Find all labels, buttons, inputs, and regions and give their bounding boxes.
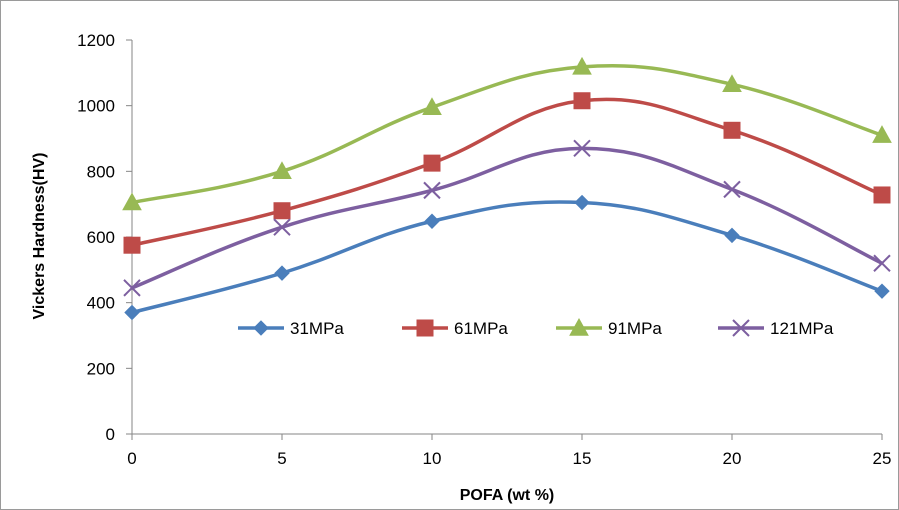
data-point [573, 139, 591, 158]
data-point [122, 192, 142, 211]
series-121MPa [123, 139, 891, 297]
data-point [274, 265, 290, 281]
legend-marker [732, 319, 750, 337]
data-point [574, 194, 590, 211]
x-axis-title: POFA (wt %) [460, 487, 555, 504]
data-point [873, 254, 891, 272]
legend-marker [569, 317, 589, 336]
y-tick-label: 200 [87, 359, 115, 378]
data-point [723, 180, 741, 199]
x-tick-label: 5 [277, 449, 286, 468]
data-point [573, 92, 591, 110]
series-line [131, 97, 883, 247]
data-point [124, 304, 140, 321]
y-tick-label: 1000 [77, 97, 115, 116]
x-tick-label: 10 [423, 449, 442, 468]
axes: 0 200 400 600 800 1000 1200 0 5 10 15 20 25 [77, 31, 891, 468]
series-line [131, 63, 883, 205]
series-91MPa [122, 56, 892, 211]
x-tick-label: 15 [573, 449, 592, 468]
legend-label: 31MPa [290, 319, 344, 338]
y-axis-title: Vickers Hardness(HV) [31, 153, 48, 320]
marker-stroke [423, 181, 441, 200]
legend-item: 31MPa [238, 319, 344, 338]
data-point [724, 227, 740, 244]
data-point [873, 186, 891, 204]
data-point [422, 97, 442, 116]
y-tick-label: 1200 [77, 31, 115, 50]
legend-marker [416, 319, 434, 337]
data-point [722, 74, 742, 93]
legend-label: 91MPa [608, 319, 662, 338]
y-tick-label: 800 [87, 162, 115, 181]
marker-stroke [732, 319, 750, 337]
marker-stroke [573, 139, 591, 158]
series-31MPa [124, 194, 890, 321]
legend-label: 61MPa [454, 319, 508, 338]
x-tick-label: 25 [873, 449, 892, 468]
legend: 31MPa 61MPa 91MPa 121MPa [238, 317, 834, 338]
data-point [723, 121, 741, 139]
legend-label: 121MPa [770, 319, 834, 338]
marker-stroke [873, 254, 891, 272]
marker-stroke [273, 218, 291, 236]
data-point [423, 154, 441, 172]
y-tick-label: 0 [106, 425, 115, 444]
data-point [273, 202, 291, 220]
x-tick-label: 0 [127, 449, 136, 468]
legend-marker [253, 320, 269, 336]
y-tick-label: 600 [87, 228, 115, 247]
data-point [872, 125, 892, 143]
data-point [874, 283, 890, 299]
series-61MPa [123, 92, 891, 254]
series-layer [122, 56, 892, 321]
data-point [424, 213, 440, 229]
series-line [131, 146, 883, 290]
data-point [572, 56, 592, 75]
series-line [131, 200, 883, 315]
data-point [272, 161, 292, 180]
data-point [423, 181, 441, 200]
data-point [123, 279, 141, 297]
data-point [123, 236, 141, 254]
marker-stroke [723, 180, 741, 199]
x-tick-label: 20 [723, 449, 742, 468]
legend-item: 91MPa [556, 317, 662, 338]
legend-item: 121MPa [718, 319, 834, 338]
data-point [273, 218, 291, 236]
marker-stroke [123, 279, 141, 297]
legend-item: 61MPa [402, 319, 508, 338]
y-tick-label: 400 [87, 294, 115, 313]
